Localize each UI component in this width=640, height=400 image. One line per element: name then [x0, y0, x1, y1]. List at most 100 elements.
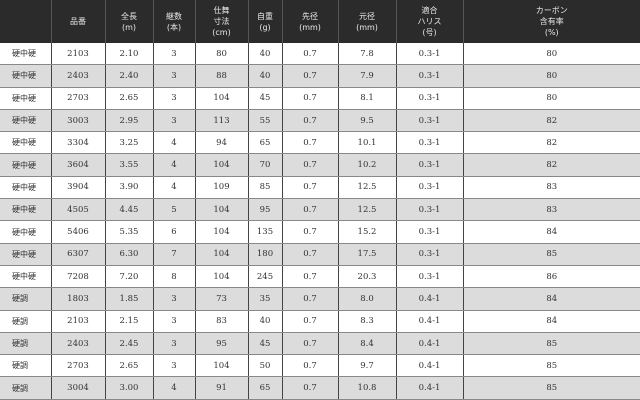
cell-carbon-content: 83: [462, 176, 640, 200]
cell-length: 3.90: [104, 176, 153, 200]
header-length: 全長 (m): [104, 0, 153, 43]
cell-weight: 40: [247, 64, 282, 88]
cell-sections: 7: [152, 243, 195, 266]
cell-tip-diameter: 0.7: [281, 287, 338, 311]
cell-weight: 45: [247, 87, 282, 110]
cell-model-number: 6307: [50, 243, 105, 266]
cell-weight: 95: [247, 198, 282, 222]
cell-carbon-content: 85: [462, 354, 640, 378]
cell-tip-diameter: 0.7: [281, 43, 338, 66]
cell-carbon-content: 80: [462, 43, 640, 66]
cell-series: 硬中硬: [0, 198, 51, 222]
cell-butt-diameter: 17.5: [337, 243, 396, 266]
cell-length: 7.20: [104, 265, 153, 289]
cell-tip-diameter: 0.7: [281, 198, 338, 222]
cell-length: 2.45: [104, 332, 153, 356]
cell-butt-diameter: 7.9: [337, 64, 396, 88]
cell-line-size: 0.4-1: [395, 354, 463, 378]
cell-line-size: 0.4-1: [395, 310, 463, 333]
header-tip-diameter: 先径 (mm): [281, 0, 338, 43]
cell-butt-diameter: 12.5: [337, 198, 396, 222]
cell-weight: 180: [247, 243, 282, 266]
table-row: 硬中硬 5406 5.35 6 104 135 0.7 15.2 0.3-1 84: [0, 220, 640, 244]
cell-model-number: 2103: [50, 310, 105, 333]
cell-series: 硬中硬: [0, 43, 51, 66]
cell-line-size: 0.3-1: [395, 131, 463, 155]
cell-line-size: 0.3-1: [395, 43, 463, 66]
table-row: 硬調 2703 2.65 3 104 50 0.7 9.7 0.4-1 85: [0, 354, 640, 378]
cell-sections: 4: [152, 176, 195, 200]
cell-line-size: 0.4-1: [395, 287, 463, 311]
table-row: 硬中硬 3003 2.95 3 113 55 0.7 9.5 0.3-1 82: [0, 109, 640, 133]
cell-model-number: 2103: [50, 43, 105, 66]
cell-butt-diameter: 20.3: [337, 265, 396, 289]
cell-model-number: 1803: [50, 287, 105, 311]
cell-carbon-content: 82: [462, 131, 640, 155]
cell-weight: 45: [247, 332, 282, 356]
cell-series: 硬調: [0, 354, 51, 378]
cell-tip-diameter: 0.7: [281, 332, 338, 356]
cell-weight: 50: [247, 354, 282, 378]
cell-carbon-content: 84: [462, 287, 640, 311]
cell-line-size: 0.4-1: [395, 332, 463, 356]
cell-butt-diameter: 9.5: [337, 109, 396, 133]
header-line-size: 適合 ハリス (号): [395, 0, 463, 43]
cell-butt-diameter: 10.1: [337, 131, 396, 155]
cell-closed-length: 104: [194, 220, 248, 244]
cell-tip-diameter: 0.7: [281, 64, 338, 88]
cell-length: 2.10: [104, 43, 153, 66]
cell-sections: 8: [152, 265, 195, 289]
cell-weight: 55: [247, 109, 282, 133]
cell-weight: 70: [247, 153, 282, 177]
table-row: 硬中硬 3604 3.55 4 104 70 0.7 10.2 0.3-1 82: [0, 153, 640, 177]
table-row: 硬調 2403 2.45 3 95 45 0.7 8.4 0.4-1 85: [0, 332, 640, 356]
header-sections: 継数 (本): [152, 0, 195, 43]
header-row: 品番 全長 (m) 継数 (本) 仕舞 寸法 (cm) 自重 (g) 先径 (mm) 元径 …: [0, 0, 640, 43]
cell-model-number: 3904: [50, 176, 105, 200]
header-model-number: 品番: [50, 0, 105, 43]
cell-model-number: 5406: [50, 220, 105, 244]
cell-weight: 65: [247, 376, 282, 400]
cell-line-size: 0.3-1: [395, 243, 463, 266]
cell-sections: 6: [152, 220, 195, 244]
cell-length: 3.55: [104, 153, 153, 177]
cell-weight: 65: [247, 131, 282, 155]
cell-series: 硬中硬: [0, 153, 51, 177]
cell-length: 2.95: [104, 109, 153, 133]
cell-butt-diameter: 12.5: [337, 176, 396, 200]
cell-butt-diameter: 10.2: [337, 153, 396, 177]
cell-length: 2.65: [104, 87, 153, 110]
cell-closed-length: 113: [194, 109, 248, 133]
cell-series: 硬調: [0, 310, 51, 333]
table-row: 硬中硬 7208 7.20 8 104 245 0.7 20.3 0.3-1 86: [0, 265, 640, 289]
cell-sections: 3: [152, 43, 195, 66]
cell-carbon-content: 84: [462, 310, 640, 333]
cell-model-number: 7208: [50, 265, 105, 289]
cell-butt-diameter: 15.2: [337, 220, 396, 244]
cell-length: 2.40: [104, 64, 153, 88]
cell-tip-diameter: 0.7: [281, 265, 338, 289]
cell-length: 4.45: [104, 198, 153, 222]
cell-carbon-content: 84: [462, 220, 640, 244]
cell-carbon-content: 85: [462, 376, 640, 400]
cell-series: 硬調: [0, 287, 51, 311]
cell-butt-diameter: 8.1: [337, 87, 396, 110]
cell-tip-diameter: 0.7: [281, 376, 338, 400]
table-row: 硬中硬 2703 2.65 3 104 45 0.7 8.1 0.3-1 80: [0, 87, 640, 110]
table-row: 硬中硬 2103 2.10 3 80 40 0.7 7.8 0.3-1 80: [0, 43, 640, 66]
cell-butt-diameter: 10.8: [337, 376, 396, 400]
cell-tip-diameter: 0.7: [281, 109, 338, 133]
cell-model-number: 2403: [50, 332, 105, 356]
cell-butt-diameter: 7.8: [337, 43, 396, 66]
cell-series: 硬中硬: [0, 64, 51, 88]
cell-series: 硬調: [0, 332, 51, 356]
cell-weight: 40: [247, 310, 282, 333]
cell-line-size: 0.3-1: [395, 153, 463, 177]
cell-closed-length: 88: [194, 64, 248, 88]
cell-length: 1.85: [104, 287, 153, 311]
table-row: 硬調 2103 2.15 3 83 40 0.7 8.3 0.4-1 84: [0, 310, 640, 333]
cell-closed-length: 104: [194, 198, 248, 222]
cell-series: 硬中硬: [0, 131, 51, 155]
cell-tip-diameter: 0.7: [281, 243, 338, 266]
cell-sections: 4: [152, 131, 195, 155]
